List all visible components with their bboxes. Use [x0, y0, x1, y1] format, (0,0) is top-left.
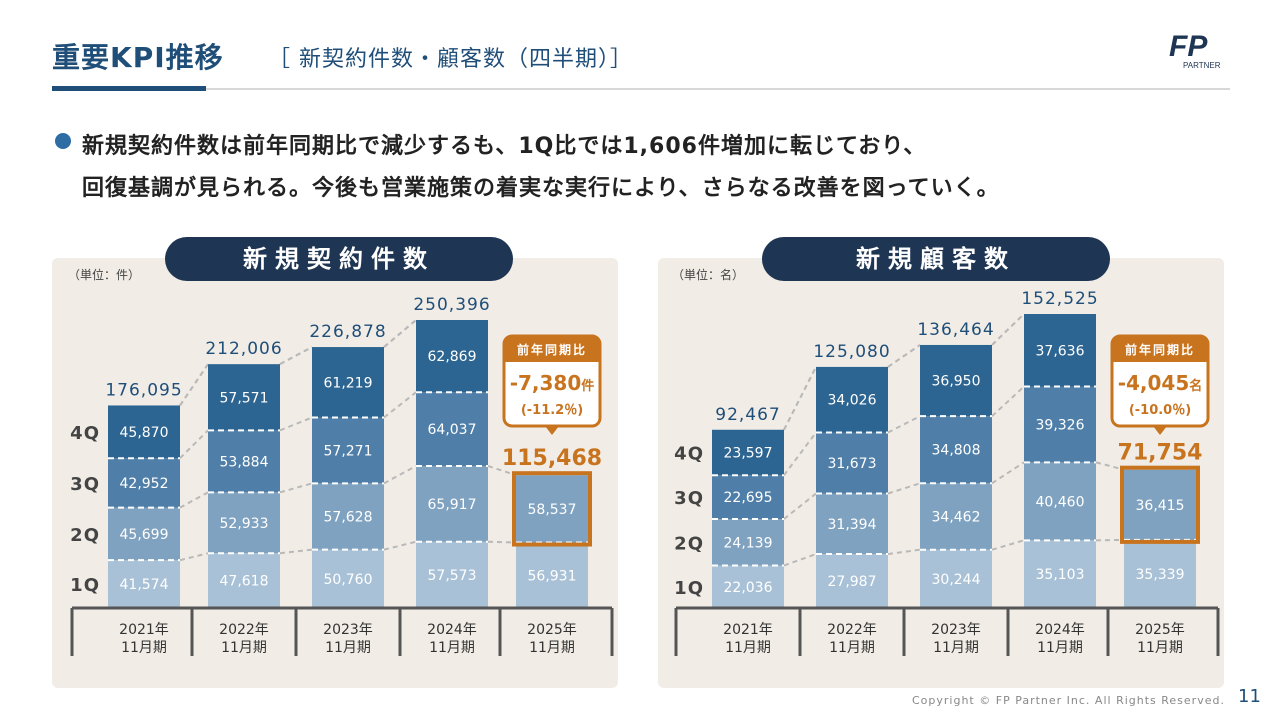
- page-title: 重要KPI推移: [52, 41, 224, 74]
- logo-sub: PARTNER: [1183, 61, 1221, 70]
- page-number: 11: [1238, 686, 1261, 707]
- contracts-panel: [52, 258, 618, 688]
- fp-partner-logo: FP PARTNER: [1169, 30, 1221, 70]
- page-subtitle: ［ 新契約件数・顧客数（四半期）］: [268, 47, 633, 72]
- contracts-unit-label: （単位：件）: [68, 268, 141, 282]
- customers-unit-label: （単位：名）: [672, 268, 745, 282]
- contracts-chart-title: 新規契約件数: [165, 237, 513, 281]
- bullet-icon: [55, 133, 71, 149]
- summary-line-1: 新規契約件数は前年同期比で減少するも、1Q比では1,606件増加に転じており、: [82, 134, 927, 159]
- copyright-text: Copyright © FP Partner Inc. All Rights R…: [912, 694, 1225, 707]
- customers-panel: [658, 258, 1224, 688]
- header-divider: [52, 88, 1230, 90]
- customers-chart-title: 新規顧客数: [762, 237, 1110, 281]
- summary-line-2: 回復基調が見られる。今後も営業施策の着実な実行により、さらなる改善を図っていく。: [82, 176, 1000, 201]
- header-divider-accent: [52, 86, 206, 91]
- logo-mark: FP: [1169, 30, 1208, 63]
